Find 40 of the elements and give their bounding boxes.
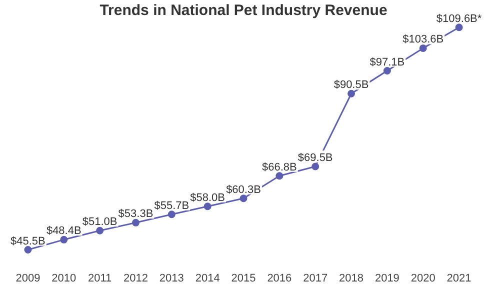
x-tick-label: 2010	[52, 272, 76, 284]
data-label: $55.7B	[154, 200, 190, 212]
data-label: $66.8B	[262, 161, 297, 174]
data-label: $58.0B	[190, 192, 226, 204]
point	[168, 210, 176, 218]
point	[276, 172, 284, 180]
chart-title: Trends in National Pet Industry Revenue	[100, 2, 388, 20]
x-tick-label: 2019	[374, 272, 400, 284]
data-label: $109.6B*	[436, 12, 482, 25]
point	[383, 66, 391, 74]
x-tick-label: 2014	[195, 272, 220, 284]
data-label: $53.3B	[118, 208, 154, 220]
data-label: $51.0B	[82, 216, 118, 228]
data-label: $90.5B	[334, 79, 369, 92]
x-tick-label: 2012	[123, 272, 148, 284]
point	[60, 236, 68, 244]
x-tick-label: 2021	[446, 272, 472, 284]
point	[132, 218, 140, 226]
data-label: $103.6B	[402, 34, 444, 46]
data-label: $69.5B	[298, 152, 333, 164]
x-tick-label: 2018	[339, 272, 364, 284]
x-tick-label: 2020	[410, 272, 436, 284]
point	[96, 226, 104, 234]
point	[455, 24, 463, 32]
data-label: $48.4B	[46, 225, 82, 238]
data-label: $97.1B	[370, 56, 405, 68]
x-tick-label: 2016	[267, 272, 292, 284]
point	[204, 202, 212, 210]
data-label: $45.5B	[10, 235, 46, 248]
data-label: $60.3B	[226, 184, 261, 196]
x-tick-label: 2009	[16, 272, 40, 284]
point	[24, 246, 32, 254]
point	[312, 162, 320, 170]
x-tick-label: 2017	[303, 272, 328, 284]
x-tick-label: 2015	[231, 272, 256, 284]
point	[348, 90, 356, 98]
x-tick-label: 2011	[88, 272, 112, 284]
point	[240, 194, 248, 202]
x-tick-label: 2013	[159, 272, 184, 284]
point	[419, 44, 427, 52]
